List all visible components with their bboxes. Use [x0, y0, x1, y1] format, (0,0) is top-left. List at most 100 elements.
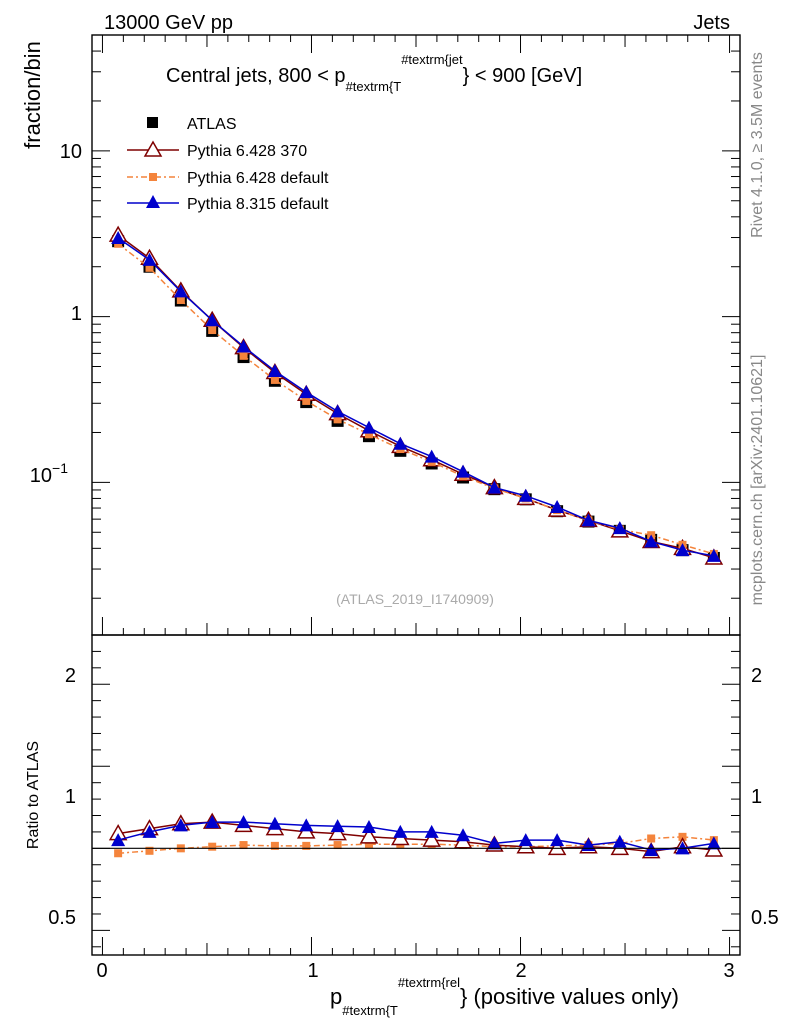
- main-point-pythia-6-428-default: [145, 263, 154, 272]
- legend-label-pythia8-default: Pythia 8.315 default: [187, 196, 329, 213]
- main-point-pythia-8-315-default: [581, 513, 596, 527]
- main-point-pythia-6-428-default: [239, 351, 248, 360]
- main-point-pythia-8-315-default: [267, 363, 282, 377]
- main-ytick-label-0.1: 10−1: [30, 460, 68, 487]
- ratio-point-pythia-8-315-default: [706, 836, 721, 850]
- main-point-pythia-8-315-default: [550, 500, 565, 514]
- ratio-ytick-label-2-right: 2: [751, 665, 762, 687]
- main-point-pythia-8-315-default: [173, 284, 188, 298]
- ratio-point-pythia-6-428-default: [239, 841, 248, 850]
- ratio-point-pythia-8-315-default: [267, 816, 282, 830]
- ratio-point-pythia-8-315-default: [393, 824, 408, 838]
- main-point-pythia-8-315-default: [424, 449, 439, 463]
- ratio-point-pythia-8-315-default: [142, 824, 157, 838]
- main-point-pythia-6-428-default: [333, 415, 342, 424]
- legend-marker-pythia8-default: [146, 195, 160, 208]
- x-axis-label: p#textrm{T#textrm{rel} (positive values …: [330, 975, 679, 1018]
- ratio-ytick-label-1-right: 1: [751, 786, 762, 808]
- ratio-point-pythia-6-428-default: [114, 849, 123, 858]
- ratio-point-pythia-6-428-370: [547, 838, 567, 856]
- legend-label-pythia6-default: Pythia 6.428 default: [187, 170, 329, 187]
- ratio-point-pythia-8-315-default: [518, 833, 533, 847]
- xtick-label-3: 3: [723, 960, 734, 982]
- ratio-ytick-label-1: 1: [65, 786, 76, 808]
- ratio-point-pythia-8-315-default: [299, 818, 314, 832]
- main-point-pythia-8-315-default: [142, 252, 157, 266]
- header-energy: 13000 GeV pp: [104, 12, 233, 34]
- ratio-y-ticks: [92, 634, 740, 948]
- ratio-point-pythia-6-428-default: [647, 834, 656, 843]
- ratio-ytick-label-0.5-right: 0.5: [751, 907, 779, 929]
- main-point-pythia-8-315-default: [644, 534, 659, 548]
- ratio-ytick-label-0.5: 0.5: [48, 907, 76, 929]
- main-ytick-label-1: 1: [71, 303, 82, 325]
- ratio-point-pythia-8-315-default: [424, 824, 439, 838]
- main-point-pythia-8-315-default: [299, 385, 314, 399]
- legend-marker-atlas: [147, 117, 158, 128]
- mcplots-label: mcplots.cern.ch [arXiv:2401.10621]: [749, 355, 766, 606]
- ratio-point-pythia-6-428-default: [145, 846, 154, 855]
- ratio-point-pythia-6-428-default: [208, 842, 217, 851]
- ratio-point-pythia-6-428-default: [364, 840, 373, 849]
- ratio-point-pythia-8-315-default: [330, 819, 345, 833]
- ratio-point-pythia-8-315-default: [550, 833, 565, 847]
- xtick-label-2: 2: [515, 960, 526, 982]
- main-point-pythia-8-315-default: [361, 420, 376, 434]
- main-point-pythia-6-428-default: [208, 326, 217, 335]
- ratio-point-pythia-6-428-default: [270, 841, 279, 850]
- main-point-pythia-8-315-default: [236, 339, 251, 353]
- ratio-point-pythia-6-428-default: [678, 832, 687, 841]
- main-line-pythia-6-428-default: [117, 243, 715, 555]
- main-point-pythia-6-428-default: [270, 375, 279, 384]
- ratio-line-pythia-6-428-default: [118, 836, 714, 855]
- main-point-pythia-8-315-default: [111, 231, 126, 245]
- ratio-ytick-label-2: 2: [65, 665, 76, 687]
- legend-label-pythia6-370: Pythia 6.428 370: [187, 143, 307, 160]
- main-ylabel: fraction/bin: [20, 41, 45, 149]
- main-line-pythia-6-428-370: [117, 234, 715, 559]
- ratio-point-pythia-8-315-default: [361, 820, 376, 833]
- main-point-pythia-8-315-default: [456, 464, 471, 478]
- main-point-pythia-8-315-default: [393, 436, 408, 450]
- main-point-pythia-8-315-default: [706, 548, 721, 562]
- main-line-pythia-8-315-default: [117, 237, 715, 557]
- ratio-point-pythia-8-315-default: [644, 842, 659, 856]
- main-point-pythia-8-315-default: [612, 521, 627, 535]
- main-title: Central jets, 800 < p#textrm{T#textrm{je…: [166, 52, 582, 94]
- ratio-frame: [91, 634, 741, 956]
- ratio-point-pythia-8-315-default: [173, 818, 188, 832]
- ratio-point-pythia-8-315-default: [487, 836, 502, 850]
- rivet-label: Rivet 4.1.0, ≥ 3.5M events: [749, 52, 766, 238]
- main-point-pythia-8-315-default: [205, 313, 220, 327]
- analysis-id: (ATLAS_2019_I1740909): [336, 591, 494, 607]
- main-point-pythia-6-428-default: [302, 396, 311, 405]
- xtick-label-0: 0: [96, 960, 107, 982]
- ratio-line-pythia-8-315-default: [117, 821, 715, 851]
- main-ytick-label-10: 10: [60, 141, 82, 163]
- ratio-ylabel: Ratio to ATLAS: [25, 741, 42, 849]
- legend-label-atlas: ATLAS: [187, 116, 237, 133]
- main-point-pythia-8-315-default: [330, 404, 345, 418]
- main-point-pythia-8-315-default: [675, 543, 690, 557]
- legend: ATLAS Pythia 6.428 370 Pythia 6.428 defa…: [127, 116, 329, 213]
- ratio-point-pythia-6-428-default: [333, 841, 342, 850]
- ratio-point-pythia-6-428-370: [359, 827, 379, 844]
- ratio-point-pythia-6-428-370: [328, 824, 347, 841]
- x-ticks: [101, 35, 731, 955]
- ratio-point-pythia-8-315-default: [456, 828, 471, 842]
- xtick-label-1: 1: [307, 960, 318, 982]
- main-y-ticks: [92, 34, 740, 599]
- ratio-point-pythia-8-315-default: [236, 815, 251, 829]
- main-point-pythia-6-428-default: [364, 430, 373, 439]
- header-category: Jets: [693, 12, 730, 34]
- ratio-point-pythia-8-315-default: [612, 834, 627, 848]
- ratio-point-pythia-8-315-default: [111, 833, 126, 847]
- main-series-group: [108, 225, 724, 565]
- legend-marker-pythia6-default: [149, 173, 157, 181]
- ratio-point-pythia-8-315-default: [205, 815, 220, 829]
- main-ytick-label-0.1-exp: −1: [52, 460, 68, 476]
- ratio-point-pythia-6-428-default: [302, 841, 311, 850]
- legend-marker-pythia6-370: [143, 140, 163, 157]
- main-point-pythia-8-315-default: [518, 488, 533, 502]
